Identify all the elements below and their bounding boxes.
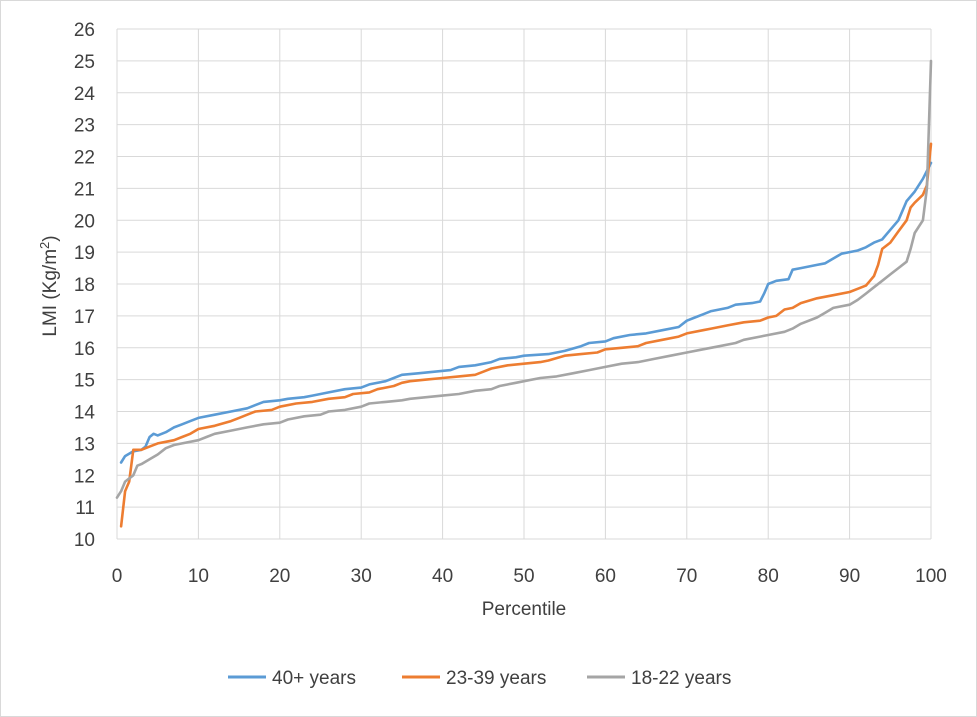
y-axis-title-superscript: 2 xyxy=(37,242,52,249)
legend-label-1: 40+ years xyxy=(272,668,356,689)
y-tick-label-21: 21 xyxy=(74,179,95,200)
legend-label-3: 18-22 years xyxy=(631,668,731,689)
x-tick-label-90: 90 xyxy=(839,566,860,587)
legend: 40+ years 23-39 years 18-22 years xyxy=(228,668,731,689)
y-tick-label-19: 19 xyxy=(74,243,95,264)
y-tick-label-17: 17 xyxy=(74,307,95,328)
x-axis-title: Percentile xyxy=(482,599,567,620)
x-tick-label-10: 10 xyxy=(188,566,209,587)
y-tick-label-16: 16 xyxy=(74,339,95,360)
series-line-1 xyxy=(119,161,933,464)
x-tick-label-50: 50 xyxy=(513,566,534,587)
y-tick-label-20: 20 xyxy=(74,211,95,232)
x-tick-labels: 0 10 20 30 40 50 60 70 80 90 100 xyxy=(112,566,947,587)
y-tick-label-11: 11 xyxy=(75,498,95,519)
y-tick-label-25: 25 xyxy=(74,52,95,73)
y-tick-labels: 10 11 12 13 14 15 16 17 18 19 20 21 22 23 24 25 26 xyxy=(74,20,96,551)
y-tick-label-12: 12 xyxy=(74,466,95,487)
y-axis-title-end: ) xyxy=(40,235,61,241)
y-tick-label-10: 10 xyxy=(74,530,95,551)
y-tick-label-13: 13 xyxy=(74,434,95,455)
legend-label-2: 23-39 years xyxy=(446,668,546,689)
x-tick-label-20: 20 xyxy=(269,566,290,587)
x-tick-label-60: 60 xyxy=(595,566,616,587)
y-tick-label-26: 26 xyxy=(74,20,95,41)
y-tick-label-23: 23 xyxy=(74,116,95,137)
x-tick-label-70: 70 xyxy=(676,566,697,587)
y-tick-label-24: 24 xyxy=(74,84,96,105)
x-tick-label-0: 0 xyxy=(112,566,123,587)
series-line-3 xyxy=(115,59,933,499)
x-tick-label-80: 80 xyxy=(758,566,779,587)
x-tick-label-30: 30 xyxy=(351,566,372,587)
y-tick-label-22: 22 xyxy=(74,148,95,169)
series-line-2 xyxy=(119,142,933,528)
series-lines xyxy=(115,59,933,528)
y-axis-title-base: LMI (Kg/m xyxy=(40,249,61,337)
y-tick-label-18: 18 xyxy=(74,275,95,296)
y-tick-label-14: 14 xyxy=(74,403,96,424)
y-axis-title: LMI (Kg/m2) xyxy=(37,235,61,336)
x-tick-label-40: 40 xyxy=(432,566,453,587)
x-tick-label-100: 100 xyxy=(915,566,947,587)
y-tick-label-15: 15 xyxy=(74,371,95,392)
gridlines xyxy=(116,28,932,540)
